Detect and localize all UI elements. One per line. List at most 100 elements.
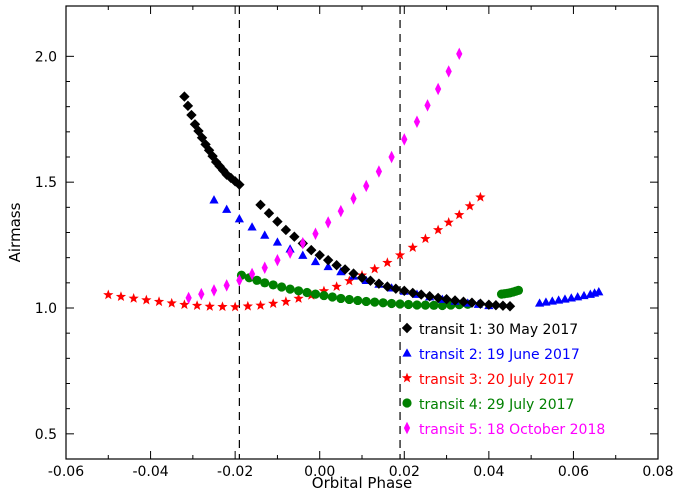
data-point bbox=[236, 274, 243, 287]
data-point bbox=[327, 292, 337, 302]
data-point bbox=[424, 291, 435, 302]
data-point bbox=[350, 192, 357, 205]
data-point bbox=[210, 284, 218, 297]
data-point bbox=[255, 300, 266, 310]
data-point bbox=[198, 287, 205, 301]
data-point bbox=[255, 199, 266, 211]
data-point bbox=[363, 179, 370, 193]
data-point bbox=[413, 115, 421, 129]
series-4 bbox=[236, 270, 524, 311]
data-point bbox=[186, 109, 197, 121]
data-point bbox=[103, 289, 114, 300]
data-point bbox=[166, 297, 177, 308]
data-point bbox=[223, 279, 230, 292]
data-point bbox=[314, 249, 325, 261]
data-point bbox=[286, 246, 294, 259]
data-point bbox=[141, 294, 152, 305]
data-point bbox=[336, 266, 346, 276]
data-point bbox=[378, 298, 388, 308]
legend-label: transit 1: 30 May 2017 bbox=[419, 322, 578, 338]
data-point bbox=[443, 217, 454, 227]
data-point bbox=[365, 275, 376, 286]
series-3 bbox=[103, 191, 486, 312]
data-point bbox=[331, 260, 342, 271]
data-point bbox=[234, 179, 245, 190]
data-point bbox=[191, 300, 203, 310]
data-point bbox=[339, 264, 351, 275]
y-tick-label: 1.0 bbox=[35, 301, 57, 317]
data-point bbox=[182, 100, 194, 112]
series-5 bbox=[185, 47, 463, 305]
data-point bbox=[323, 261, 333, 271]
data-point bbox=[395, 299, 405, 309]
data-series bbox=[103, 47, 604, 312]
data-point bbox=[432, 224, 444, 235]
data-point bbox=[348, 268, 359, 279]
data-point bbox=[128, 293, 139, 303]
data-point bbox=[353, 295, 363, 306]
legend-label: transit 5: 18 October 2018 bbox=[419, 422, 605, 438]
data-point bbox=[272, 237, 283, 246]
legend-label: transit 3: 20 July 2017 bbox=[419, 372, 574, 388]
x-tick-label: 0.04 bbox=[473, 464, 504, 480]
data-point bbox=[293, 286, 304, 296]
legend-marker bbox=[403, 421, 411, 435]
data-point bbox=[388, 150, 395, 164]
data-point bbox=[261, 261, 268, 274]
data-point bbox=[299, 236, 306, 250]
data-point bbox=[285, 284, 295, 294]
data-point bbox=[424, 99, 431, 112]
data-point bbox=[272, 216, 283, 227]
data-point bbox=[310, 289, 321, 299]
reference-lines bbox=[238, 6, 401, 459]
x-tick-label: 0.08 bbox=[642, 464, 673, 480]
data-point bbox=[466, 297, 478, 308]
data-point bbox=[260, 230, 270, 239]
data-point bbox=[293, 293, 304, 303]
x-axis-title: Orbital Phase bbox=[312, 474, 412, 492]
data-point bbox=[280, 224, 292, 236]
data-point bbox=[394, 249, 406, 260]
data-point bbox=[289, 231, 300, 242]
y-tick-label: 0.5 bbox=[35, 427, 57, 443]
x-tick-label: -0.04 bbox=[132, 464, 168, 480]
data-point bbox=[407, 287, 418, 299]
data-point bbox=[464, 200, 475, 211]
data-point bbox=[375, 165, 383, 178]
data-point bbox=[458, 296, 469, 307]
data-point bbox=[248, 267, 256, 281]
data-point bbox=[554, 295, 564, 304]
data-point bbox=[401, 133, 408, 146]
data-point bbox=[277, 282, 287, 292]
data-point bbox=[322, 254, 334, 266]
data-point bbox=[456, 47, 463, 61]
data-point bbox=[217, 301, 228, 312]
x-tick-label: 0.06 bbox=[558, 464, 589, 480]
data-point bbox=[268, 280, 278, 290]
data-point bbox=[429, 300, 439, 310]
legend: transit 1: 30 May 2017 transit 2: 19 June… bbox=[401, 322, 605, 438]
data-point bbox=[416, 289, 427, 300]
data-point bbox=[336, 293, 346, 304]
legend-marker bbox=[401, 322, 413, 334]
data-point bbox=[483, 299, 495, 310]
data-point bbox=[298, 250, 308, 259]
data-point bbox=[356, 272, 368, 283]
y-tick-label: 1.5 bbox=[35, 175, 57, 191]
x-tick-label: -0.02 bbox=[217, 464, 253, 480]
data-point bbox=[547, 296, 557, 305]
data-point bbox=[475, 191, 486, 202]
data-point bbox=[437, 300, 447, 311]
data-point bbox=[541, 297, 551, 306]
x-tick-label: -0.06 bbox=[48, 464, 84, 480]
data-point bbox=[382, 281, 393, 292]
axis-ticks: -0.06 -0.04 -0.02 0.00 0.02 0.04 0.06 0.08 0.5 1.… bbox=[35, 6, 674, 480]
data-point bbox=[252, 275, 262, 285]
data-point bbox=[432, 292, 444, 304]
data-point bbox=[280, 296, 292, 307]
data-point bbox=[420, 233, 431, 244]
series-1 bbox=[179, 91, 516, 312]
data-point bbox=[497, 300, 509, 311]
data-point bbox=[115, 291, 127, 302]
